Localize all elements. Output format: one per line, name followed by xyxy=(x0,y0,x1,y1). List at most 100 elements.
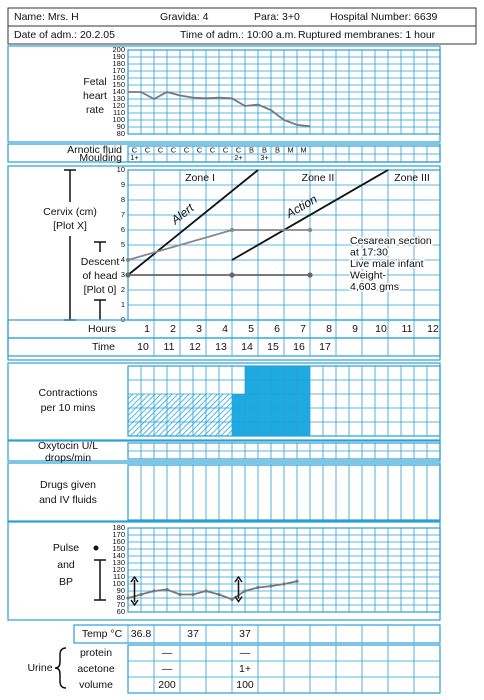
action-line xyxy=(231,169,389,261)
fluid-code: C xyxy=(223,145,229,154)
fluid-code: C xyxy=(145,145,151,154)
zone-label: Zone II xyxy=(302,172,335,184)
contraction-bar xyxy=(193,394,206,436)
row-label: acetone xyxy=(77,663,115,675)
row-label: volume xyxy=(79,679,113,691)
contraction-bar xyxy=(284,366,297,436)
frame xyxy=(7,337,441,357)
urine-value: — xyxy=(162,663,173,675)
annotation: Cesarean section xyxy=(350,235,432,247)
hour-label: 11 xyxy=(402,323,413,335)
y-tick-label: 160 xyxy=(112,73,125,82)
row-label: of head xyxy=(82,270,117,282)
row-label: protein xyxy=(80,647,112,659)
dilatation-line-point xyxy=(229,227,235,233)
time-label: 16 xyxy=(293,341,305,353)
hour-label: 6 xyxy=(274,323,280,335)
contraction-bar xyxy=(219,394,232,436)
pulse-line-point xyxy=(178,592,182,597)
y-tick-label: 1 xyxy=(121,300,125,309)
y-tick-label: 100 xyxy=(112,115,125,124)
descent-line-point xyxy=(307,272,313,278)
row-label: Cervix (cm) xyxy=(43,206,97,218)
pulse-line-point xyxy=(243,589,247,593)
row-label: [Plot 0] xyxy=(84,284,117,296)
y-tick-label: 150 xyxy=(112,544,125,553)
hour-label: 1 xyxy=(144,323,150,335)
y-tick-label: 2 xyxy=(121,285,125,294)
temp-value: 37 xyxy=(239,628,251,640)
y-tick-label: 150 xyxy=(112,80,125,89)
contraction-bar xyxy=(154,394,167,436)
row-label: Urine xyxy=(27,662,52,674)
hour-label: 5 xyxy=(248,323,254,335)
y-tick-label: 130 xyxy=(112,558,125,567)
para: Para: 3+0 xyxy=(254,11,300,23)
moulding-code: 3+ xyxy=(260,153,269,162)
bp-arrow xyxy=(130,575,139,583)
y-tick-label: 180 xyxy=(112,523,125,532)
hour-label: 4 xyxy=(222,323,228,335)
hour-label: 10 xyxy=(375,323,387,335)
y-tick-label: 170 xyxy=(112,66,125,75)
hour-label: 7 xyxy=(300,323,306,335)
frame xyxy=(73,624,441,644)
annotation: Weight- xyxy=(350,269,386,281)
pulse-symbol xyxy=(93,545,99,551)
contraction-bar xyxy=(128,394,141,436)
row-label: Fetal xyxy=(83,76,106,88)
urine-value: 100 xyxy=(236,679,254,691)
name: Name: Mrs. H xyxy=(14,11,79,23)
zone-label: Zone I xyxy=(185,172,215,184)
hour-label: 3 xyxy=(196,323,202,335)
gravida: Gravida: 4 xyxy=(160,11,209,23)
y-tick-label: 140 xyxy=(112,551,125,560)
y-tick-label: 130 xyxy=(112,94,125,103)
urine-value: 1+ xyxy=(239,663,251,675)
fluid-code: B xyxy=(262,145,267,154)
fluid-code: C xyxy=(236,145,242,154)
annotation: Live male infant xyxy=(350,258,424,270)
bp-arrow xyxy=(234,596,243,603)
y-tick-label: 170 xyxy=(112,530,125,539)
pulse-line-point xyxy=(139,592,143,597)
pulse-line-point xyxy=(191,592,195,597)
fluid-code: B xyxy=(275,145,280,154)
contraction-bar xyxy=(180,394,193,436)
fhr-line xyxy=(128,91,311,128)
fluid-code: C xyxy=(132,145,138,154)
y-tick-label: 160 xyxy=(112,537,125,546)
row-label: BP xyxy=(59,576,73,588)
row-label: [Plot X] xyxy=(53,220,87,232)
action-label: Action xyxy=(283,192,320,221)
y-tick-label: 60 xyxy=(117,607,125,616)
y-tick-label: 90 xyxy=(117,586,125,595)
y-tick-label: 5 xyxy=(121,240,125,249)
time-label: 15 xyxy=(267,341,279,353)
fluid-code: B xyxy=(249,145,254,154)
y-tick-label: 80 xyxy=(117,593,125,602)
contraction-bar xyxy=(245,366,258,436)
row-label: Drugs given xyxy=(40,479,96,491)
pulse-line-point xyxy=(126,596,130,600)
y-tick-label: 110 xyxy=(113,572,125,581)
fluid-code: C xyxy=(158,145,164,154)
y-tick-label: 110 xyxy=(113,108,125,117)
y-tick-label: 120 xyxy=(112,565,125,574)
contraction-bar xyxy=(141,394,154,436)
row-label: and xyxy=(57,559,75,571)
fluid-code: C xyxy=(210,145,216,154)
y-tick-label: 10 xyxy=(117,165,125,174)
y-tick-label: 8 xyxy=(121,195,125,204)
row-label: heart xyxy=(83,90,107,102)
y-tick-label: 140 xyxy=(112,87,125,96)
annotation: 4,603 gms xyxy=(350,281,399,293)
row-label: Moulding xyxy=(79,152,122,164)
temp-value: 37 xyxy=(187,628,199,640)
time-label: 12 xyxy=(189,341,201,353)
temp-value: 36.8 xyxy=(131,628,152,640)
y-tick-label: 120 xyxy=(112,101,125,110)
row-label: Pulse xyxy=(53,542,79,554)
hour-label: 2 xyxy=(170,323,176,335)
moulding-code: 1+ xyxy=(130,153,139,162)
